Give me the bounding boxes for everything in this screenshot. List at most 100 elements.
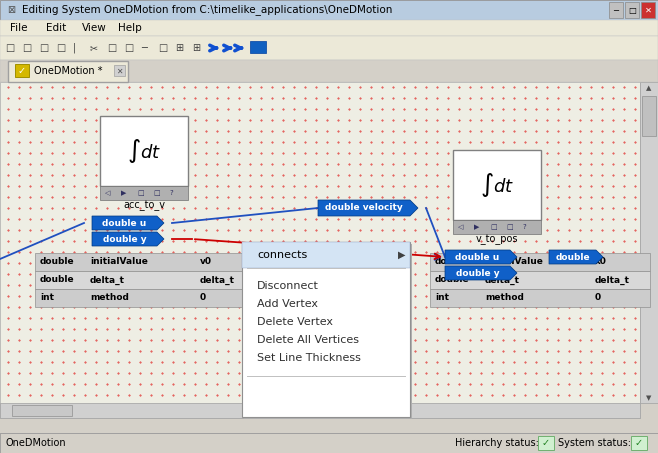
Text: Set Line Thickness: Set Line Thickness — [257, 353, 361, 363]
Text: Hierarchy status:: Hierarchy status: — [455, 438, 539, 448]
Bar — [642, 96, 656, 136]
Text: □: □ — [490, 224, 497, 230]
Text: double: double — [435, 275, 470, 284]
Text: $\int dt$: $\int dt$ — [480, 171, 514, 199]
Bar — [453, 150, 541, 220]
Text: |: | — [73, 43, 76, 53]
Bar — [430, 271, 650, 289]
Bar — [430, 289, 650, 307]
Text: ▶: ▶ — [474, 224, 480, 230]
Text: 0: 0 — [595, 294, 601, 303]
Polygon shape — [549, 250, 603, 264]
Text: Disconnect: Disconnect — [257, 281, 319, 291]
Bar — [244, 244, 412, 419]
Bar — [15, 64, 29, 77]
Text: □: □ — [39, 43, 48, 53]
Text: int: int — [40, 294, 54, 303]
Text: double: double — [40, 275, 74, 284]
Text: acc_to_v: acc_to_v — [123, 201, 165, 211]
Text: View: View — [82, 23, 107, 33]
Bar — [631, 436, 647, 450]
Bar — [100, 186, 188, 200]
Text: ▲: ▲ — [646, 85, 651, 91]
Text: double u: double u — [103, 218, 147, 227]
Text: method: method — [485, 294, 524, 303]
Bar — [430, 253, 650, 271]
Polygon shape — [318, 200, 418, 216]
Text: □: □ — [137, 190, 143, 196]
Text: □: □ — [153, 190, 160, 196]
Text: OneDMotion *: OneDMotion * — [34, 66, 103, 76]
Text: ▶: ▶ — [121, 190, 126, 196]
Text: ✕: ✕ — [644, 5, 651, 14]
Bar — [0, 36, 658, 60]
Text: delta_t: delta_t — [90, 275, 125, 284]
Text: □: □ — [56, 43, 65, 53]
Text: Add Vertex: Add Vertex — [257, 299, 318, 309]
Text: □: □ — [506, 224, 513, 230]
Text: OneDMotion: OneDMotion — [5, 438, 66, 448]
Bar — [625, 2, 639, 18]
Text: double y: double y — [103, 235, 146, 244]
Text: double: double — [40, 257, 74, 266]
Text: ✂: ✂ — [90, 43, 98, 53]
Text: ⊞: ⊞ — [192, 43, 200, 53]
Text: ⊠: ⊠ — [7, 5, 15, 15]
Bar — [35, 271, 255, 289]
Text: double y: double y — [456, 269, 499, 278]
Text: ?: ? — [522, 224, 526, 230]
Text: 0: 0 — [200, 294, 206, 303]
Bar — [242, 242, 410, 417]
Bar — [0, 60, 658, 82]
Text: Help: Help — [118, 23, 141, 33]
Text: ─: ─ — [141, 43, 147, 53]
Text: delta_t: delta_t — [595, 275, 630, 284]
Text: ◁: ◁ — [458, 224, 463, 230]
Text: ?: ? — [169, 190, 173, 196]
Polygon shape — [445, 250, 517, 264]
Bar — [641, 2, 655, 18]
Text: □: □ — [107, 43, 116, 53]
Bar — [0, 0, 658, 20]
Text: double: double — [435, 257, 470, 266]
Text: ▼: ▼ — [646, 395, 651, 401]
Text: double: double — [555, 252, 590, 261]
Bar — [609, 2, 623, 18]
Bar — [0, 403, 640, 418]
Text: delta_t: delta_t — [200, 275, 235, 284]
Bar — [242, 242, 410, 268]
Text: Delete All Vertices: Delete All Vertices — [257, 335, 359, 345]
Text: double velocity: double velocity — [325, 203, 403, 212]
Bar — [35, 253, 255, 271]
Bar — [0, 433, 658, 453]
Bar — [250, 41, 266, 53]
Text: ✓: ✓ — [18, 66, 26, 76]
Polygon shape — [92, 232, 164, 246]
Text: System status:: System status: — [558, 438, 631, 448]
Text: □: □ — [22, 43, 31, 53]
Bar — [100, 116, 188, 186]
Bar — [8, 61, 128, 82]
Polygon shape — [445, 266, 517, 280]
Text: method: method — [90, 294, 129, 303]
Bar — [538, 436, 554, 450]
Text: Delete Vertex: Delete Vertex — [257, 317, 333, 327]
Text: ─: ─ — [613, 5, 619, 14]
Polygon shape — [92, 216, 164, 230]
Bar — [12, 405, 72, 416]
Text: Edit: Edit — [46, 23, 66, 33]
Text: File: File — [10, 23, 28, 33]
Text: delta_t: delta_t — [485, 275, 520, 284]
Text: □: □ — [124, 43, 134, 53]
Text: int: int — [435, 294, 449, 303]
Text: □: □ — [5, 43, 14, 53]
Bar — [640, 82, 658, 403]
Text: ✓: ✓ — [542, 438, 550, 448]
Text: initialValue: initialValue — [90, 257, 148, 266]
Text: ◁: ◁ — [105, 190, 111, 196]
Bar — [453, 220, 541, 234]
Text: ✕: ✕ — [116, 67, 122, 76]
Text: □: □ — [628, 5, 636, 14]
Bar — [114, 65, 125, 76]
Bar — [0, 20, 658, 36]
